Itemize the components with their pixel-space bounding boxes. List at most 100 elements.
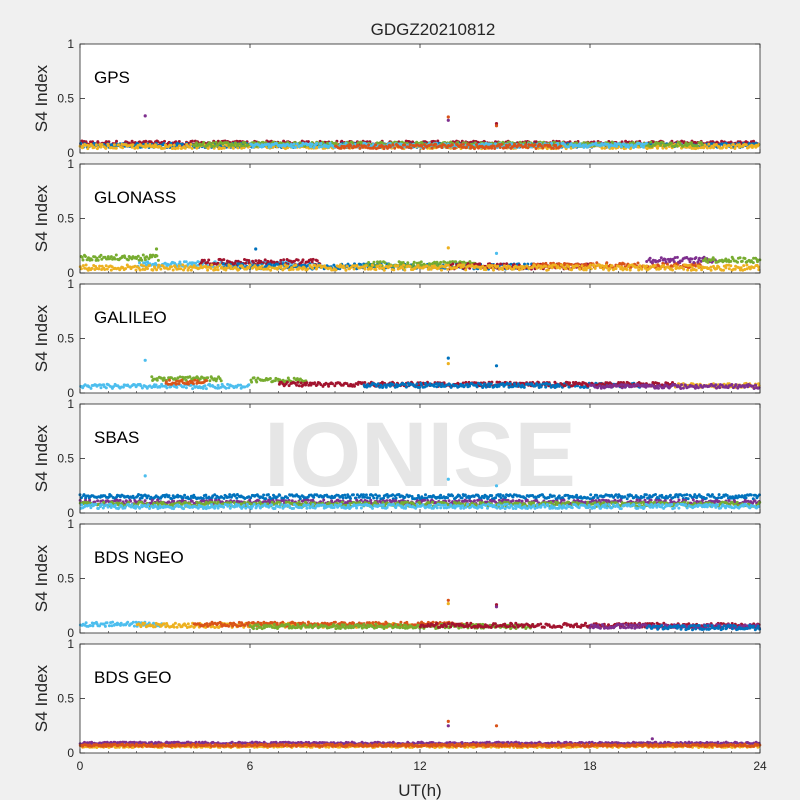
data-point: [109, 268, 113, 272]
data-point: [285, 380, 289, 384]
data-point: [499, 262, 503, 266]
data-point: [114, 146, 118, 150]
data-point: [403, 268, 407, 272]
data-point: [159, 267, 163, 271]
data-point: [582, 145, 586, 149]
data-point: [522, 266, 526, 270]
data-point: [475, 385, 479, 389]
y-tick-label: 0.5: [57, 212, 74, 226]
data-point: [306, 140, 310, 144]
data-point: [680, 383, 683, 387]
figure-title: GDGZ20210812: [371, 20, 496, 39]
data-point: [751, 261, 755, 265]
data-point: [736, 260, 739, 264]
data-point: [145, 255, 149, 259]
data-point: [96, 145, 100, 149]
data-point: [184, 264, 188, 268]
data-point: [484, 268, 488, 272]
data-point: [645, 264, 648, 268]
data-point: [97, 267, 101, 271]
data-point: [205, 379, 209, 383]
data-point: [142, 264, 146, 268]
data-point: [429, 143, 433, 147]
data-point: [99, 253, 103, 257]
data-point: [240, 144, 244, 148]
data-point: [686, 268, 690, 272]
data-point: [383, 261, 387, 265]
data-point: [98, 383, 102, 387]
data-point: [367, 143, 371, 147]
data-point: [183, 146, 187, 150]
data-point: [658, 259, 662, 262]
data-point: [211, 141, 215, 145]
data-point: [468, 384, 471, 388]
data-point: [517, 268, 521, 272]
data-point: [247, 266, 251, 270]
data-point: [92, 145, 96, 149]
data-point: [738, 256, 742, 260]
data-point: [180, 378, 184, 382]
data-point: [317, 145, 321, 149]
data-point: [222, 146, 226, 150]
data-point: [216, 268, 220, 272]
data-point: [247, 259, 251, 262]
data-point: [216, 265, 220, 269]
data-point: [604, 263, 608, 267]
plot-area: [80, 44, 760, 153]
data-point: [155, 378, 159, 382]
data-point: [121, 146, 125, 150]
data-point: [89, 386, 93, 390]
data-point: [396, 264, 400, 268]
data-point: [140, 258, 144, 262]
data-point: [112, 143, 116, 147]
data-point: [508, 143, 511, 147]
data-point: [388, 145, 392, 149]
data-point: [526, 146, 530, 150]
data-point: [707, 142, 711, 146]
data-point: [636, 261, 640, 265]
data-point: [158, 385, 162, 389]
data-point: [339, 263, 342, 267]
data-point: [729, 146, 733, 150]
data-point: [578, 267, 582, 271]
data-point: [415, 140, 419, 144]
data-point: [204, 387, 208, 391]
data-point: [620, 383, 624, 387]
data-point: [178, 144, 181, 148]
data-point: [334, 268, 338, 272]
data-point: [539, 385, 543, 389]
data-point: [418, 386, 422, 389]
data-point: [451, 262, 455, 266]
data-point: [370, 267, 373, 270]
data-point: [214, 140, 218, 144]
data-point: [296, 258, 300, 262]
data-point: [740, 259, 744, 263]
data-point: [252, 376, 256, 380]
data-point: [202, 258, 206, 262]
data-point: [279, 264, 283, 268]
data-point: [727, 267, 731, 271]
data-point: [207, 258, 211, 262]
data-point: [448, 383, 452, 387]
data-point: [575, 264, 579, 268]
data-point: [177, 140, 181, 143]
data-point: [712, 146, 715, 150]
data-point: [679, 387, 683, 390]
data-point: [505, 267, 509, 271]
y-axis-label: S4 Index: [32, 184, 51, 252]
data-point: [681, 386, 685, 390]
data-point: [208, 379, 212, 383]
data-point: [319, 142, 323, 145]
data-point: [254, 259, 258, 263]
data-point: [698, 264, 701, 268]
data-point: [104, 146, 108, 150]
data-point: [672, 260, 676, 264]
data-point: [588, 263, 592, 267]
data-point: [157, 263, 161, 267]
data-point: [461, 142, 465, 146]
data-point: [533, 143, 537, 147]
data-point: [209, 266, 213, 270]
data-point: [661, 146, 665, 150]
data-point: [282, 139, 286, 143]
